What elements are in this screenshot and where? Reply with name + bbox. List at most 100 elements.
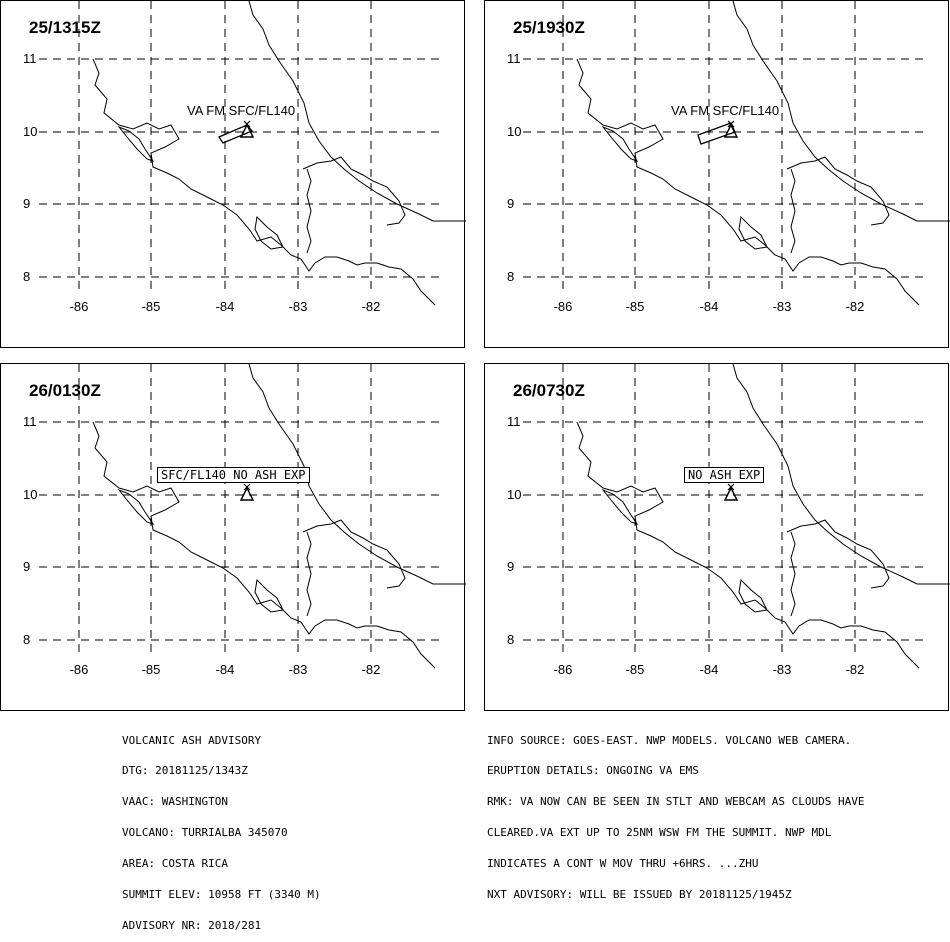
longitude-label: -85 [141,662,161,677]
coastline [306,168,312,254]
map-canvas [39,364,466,669]
latitude-label: 10 [507,124,522,139]
longitude-label: -83 [288,299,308,314]
advisory-line: AREA: COSTA RICA [122,857,228,871]
coastline-peninsula [254,578,284,613]
longitude-label: -85 [625,299,645,314]
longitude-label: -84 [215,662,235,677]
advisory-line: ADVISORY NR: 2018/281 [122,918,262,932]
volcano-triangle-icon [723,123,739,138]
coastline-peninsula [738,578,768,613]
longitude-label: -86 [69,299,89,314]
latitude-label: 9 [507,196,515,211]
forecast-panel-4: 26/0730Z 11 10 9 8 -86 -85 -84 -83 -82 NO ASH EXP [484,363,950,711]
coastline [248,1,466,222]
latitude-label: 10 [507,487,522,502]
coastline-gulf [117,125,155,162]
ash-forecast-note: NO ASH EXP [684,467,765,483]
latitude-label: 8 [507,632,515,647]
longitude-label: -84 [215,299,235,314]
longitude-label: -82 [845,662,865,677]
latitude-label: 11 [507,51,521,66]
longitude-label: -84 [699,662,719,677]
volcano-plume-mark [243,483,251,491]
panel-valid-time: 26/0130Z [29,381,101,400]
coastline-peninsula [738,215,768,250]
longitude-label: -82 [845,299,865,314]
coastline [302,519,406,589]
map-canvas [39,1,466,306]
latitude-label: 10 [23,487,38,502]
advisory-header-block: VOLCANIC ASH ADVISORY DTG: 20181125/1343… [122,715,321,942]
advisory-remarks-block: INFO SOURCE: GOES-EAST. NWP MODELS. VOLC… [487,715,865,911]
remarks-line: INDICATES A CONT W MOV THRU +6HRS. ...ZH… [487,857,759,871]
volcano-plume-mark [243,120,251,128]
latitude-label: 9 [23,559,31,574]
coastline [576,421,920,669]
forecast-panel-2: 25/1930Z 11 10 9 8 -86 -85 -84 -83 -82 VA FM SFC/F… [484,0,950,348]
map-canvas [523,1,950,306]
map-canvas [523,364,950,669]
coastline [302,156,406,226]
coastline [248,364,466,585]
ash-cloud-polygon [218,124,254,144]
forecast-panel-3: 26/0130Z 11 10 9 8 -86 -85 -84 -83 -82 SFC/FL140 N… [0,363,466,711]
panel-valid-time: 25/1930Z [513,18,585,37]
coastline [732,1,950,222]
remarks-line: INFO SOURCE: GOES-EAST. NWP MODELS. VOLC… [487,733,852,747]
longitude-label: -83 [772,299,792,314]
longitude-label: -82 [361,662,381,677]
coastline [92,421,436,669]
volcano-triangle-icon [239,486,255,501]
latitude-label: 9 [23,196,31,211]
coastline-gulf [601,125,639,162]
volcano-triangle-icon [239,123,255,138]
coastline [732,364,950,585]
longitude-label: -84 [699,299,719,314]
volcano-triangle-icon [723,486,739,501]
volcano-plume-mark [727,120,735,128]
longitude-label: -82 [361,299,381,314]
panel-valid-time: 26/0730Z [513,381,585,400]
remarks-line: NXT ADVISORY: WILL BE ISSUED BY 20181125… [487,888,792,902]
remarks-line: ERUPTION DETAILS: ONGOING VA EMS [487,764,699,778]
ash-forecast-note: VA FM SFC/FL140 [671,103,780,118]
advisory-line: VOLCANIC ASH ADVISORY [122,733,262,747]
latitude-label: 11 [507,414,521,429]
longitude-label: -85 [625,662,645,677]
ash-forecast-note: SFC/FL140 NO ASH EXP [157,467,310,483]
forecast-panel-1: 25/1315Z 11 10 9 8 -86 -85 -84 -83 -82 VA FM SFC/F… [0,0,466,348]
coastline [790,168,796,254]
latitude-label: 9 [507,559,515,574]
latitude-label: 11 [23,414,37,429]
coastline-gulf [601,488,639,525]
latitude-label: 8 [23,269,31,284]
panel-valid-time: 25/1315Z [29,18,101,37]
advisory-line: DTG: 20181125/1343Z [122,764,248,778]
coastline [306,531,312,617]
volcano-plume-mark [727,483,735,491]
latitude-label: 11 [23,51,37,66]
ash-forecast-note: VA FM SFC/FL140 [187,103,296,118]
longitude-label: -83 [772,662,792,677]
remarks-line: RMK: VA NOW CAN BE SEEN IN STLT AND WEBC… [487,795,865,809]
longitude-label: -86 [553,662,573,677]
coastline [92,58,436,306]
latitude-label: 10 [23,124,38,139]
longitude-label: -83 [288,662,308,677]
advisory-line: SUMMIT ELEV: 10958 FT (3340 M) [122,888,321,902]
advisory-line: VOLCANO: TURRIALBA 345070 [122,826,288,840]
latitude-label: 8 [23,632,31,647]
coastline-peninsula [254,215,284,250]
advisory-line: VAAC: WASHINGTON [122,795,228,809]
longitude-label: -85 [141,299,161,314]
coastline [790,531,796,617]
remarks-line: CLEARED.VA EXT UP TO 25NM WSW FM THE SUM… [487,826,832,840]
latitude-label: 8 [507,269,515,284]
coastline-gulf [117,488,155,525]
coastline [786,156,890,226]
longitude-label: -86 [553,299,573,314]
coastline [576,58,920,306]
longitude-label: -86 [69,662,89,677]
coastline [786,519,890,589]
